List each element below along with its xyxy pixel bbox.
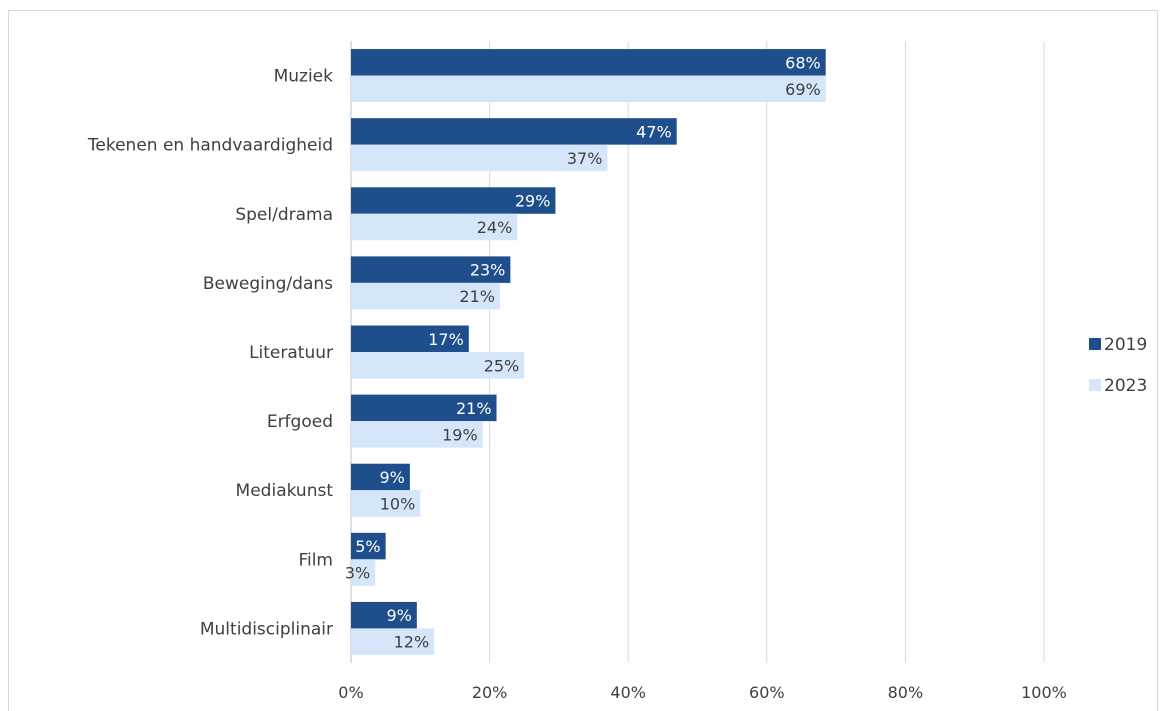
x-tick-label: 40% <box>610 683 646 702</box>
category-label: Tekenen en handvaardigheid <box>87 136 333 156</box>
chart-frame <box>8 10 1158 711</box>
legend: 2019 2023 <box>1089 335 1147 396</box>
data-label: 23% <box>470 261 506 280</box>
data-label: 69% <box>785 80 821 99</box>
x-axis-ticks: 0% 20% 40% 60% 80% 100% <box>338 683 1067 702</box>
x-tick-label: 60% <box>749 683 785 702</box>
data-label: 3% <box>345 564 370 583</box>
bar-2019 <box>351 601 417 629</box>
bar-2019 <box>351 325 469 352</box>
bar-2019 <box>351 118 677 145</box>
bar-2019 <box>351 49 826 76</box>
category-label: Spel/drama <box>235 205 333 225</box>
data-label: 9% <box>386 606 411 625</box>
data-label: 12% <box>394 633 430 652</box>
data-label: 21% <box>459 287 495 306</box>
category-label: Literatuur <box>249 343 333 363</box>
bar-2023 <box>351 628 435 655</box>
category-label: Film <box>298 550 333 570</box>
legend-swatch-2019 <box>1089 338 1101 350</box>
data-label: 5% <box>355 537 380 556</box>
data-label: 9% <box>380 468 405 487</box>
data-label: 47% <box>636 122 672 141</box>
legend-swatch-2023 <box>1089 379 1101 391</box>
data-label: 37% <box>567 149 603 168</box>
data-label: 29% <box>515 192 551 211</box>
bar-2019 <box>351 187 556 214</box>
data-label: 19% <box>442 425 478 444</box>
bar-2019 <box>351 532 386 560</box>
data-label: 25% <box>484 356 520 375</box>
category-label: Erfgoed <box>267 412 333 432</box>
x-tick-label: 20% <box>472 683 508 702</box>
category-label: Multidisciplinair <box>200 619 333 639</box>
bar-2023 <box>351 421 483 448</box>
category-label: Mediakunst <box>236 481 334 501</box>
bar-2023 <box>351 144 608 172</box>
x-tick-label: 0% <box>338 683 363 702</box>
bar-2023 <box>351 559 376 586</box>
category-label: Muziek <box>274 67 334 87</box>
data-label: 68% <box>785 53 821 72</box>
category-label: Beweging/dans <box>203 274 333 294</box>
x-tick-label: 100% <box>1021 683 1067 702</box>
legend-label-2019: 2019 <box>1104 335 1147 355</box>
bar-2023 <box>351 352 525 379</box>
bar-2019 <box>351 256 511 283</box>
bar-2023 <box>351 75 826 103</box>
x-tick-label: 80% <box>888 683 924 702</box>
bar-2023 <box>351 490 421 517</box>
data-label: 17% <box>428 330 464 349</box>
data-label: 10% <box>380 494 416 513</box>
bars: 68% 69% 47% 37% 29%24% 23% 21% 17% 25% 21% 19% 9% 10… <box>345 49 826 655</box>
legend-label-2023: 2023 <box>1104 376 1147 396</box>
bar-2019 <box>351 463 410 491</box>
bar-2023 <box>351 282 500 310</box>
category-labels: Muziek Tekenen en handvaardigheid Spel/dra… <box>87 67 333 640</box>
bar-2023 <box>351 213 518 241</box>
bar-2019 <box>351 394 497 422</box>
data-label: 24% <box>477 218 513 237</box>
data-label: 21% <box>456 399 492 418</box>
